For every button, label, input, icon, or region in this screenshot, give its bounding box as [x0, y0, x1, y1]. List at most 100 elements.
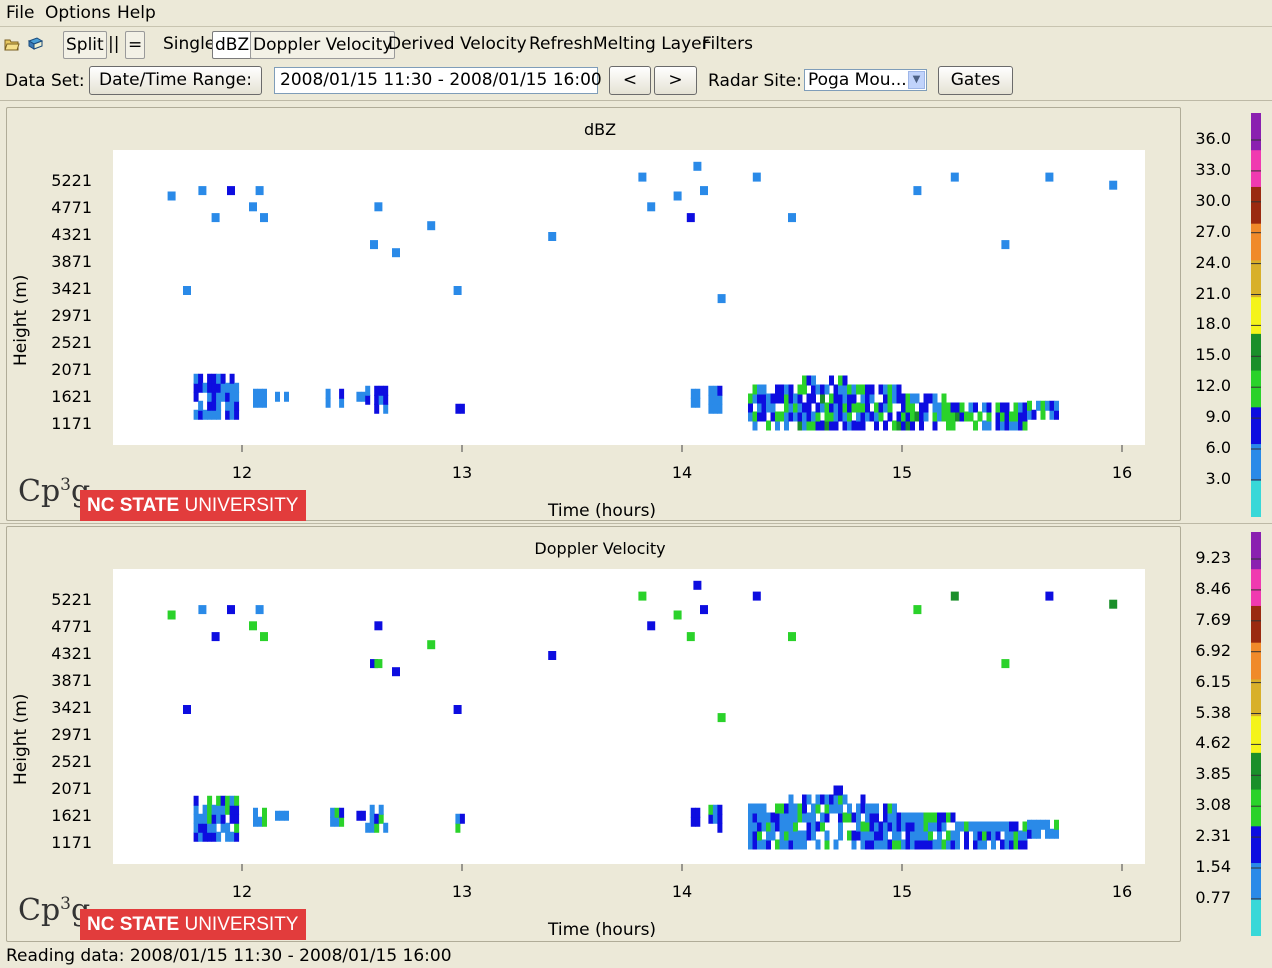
data-cell [932, 402, 938, 413]
colorbar-label: 8.46 [1195, 578, 1231, 598]
data-cell [202, 382, 208, 393]
data-cell [892, 839, 897, 850]
data-cell [829, 803, 834, 814]
open-folder-icon[interactable] [4, 37, 20, 51]
x-tick-label: 13 [451, 463, 473, 482]
book-icon[interactable] [27, 37, 43, 51]
data-cell [207, 804, 213, 815]
y-tick-label: 1171 [51, 833, 92, 852]
data-cell [824, 420, 830, 431]
derived-velocity-button[interactable]: Derived Velocity [388, 34, 527, 54]
data-cell [207, 391, 213, 402]
data-cell [838, 821, 843, 832]
columns-button[interactable]: || [108, 34, 120, 54]
data-cell [923, 830, 929, 841]
data-cell [815, 821, 821, 832]
data-cell [365, 822, 371, 833]
y-tick-label: 4771 [51, 617, 92, 636]
data-cell [216, 382, 222, 393]
data-cell [887, 839, 893, 850]
doppler-velocity-button[interactable]: Doppler Velocity [250, 31, 396, 59]
ncsu-logo: NC STATE UNIVERSITY [80, 490, 306, 521]
data-cell [712, 403, 718, 414]
data-cell [757, 803, 762, 814]
data-cell [1036, 400, 1041, 411]
colorbar-segment [1251, 862, 1261, 900]
gates-button[interactable]: Gates [938, 66, 1013, 95]
data-cell [775, 420, 780, 431]
data-cell [946, 812, 951, 823]
next-button[interactable]: > [654, 66, 697, 95]
data-cell [905, 821, 911, 832]
split-button[interactable]: Split [63, 31, 107, 59]
data-point [548, 232, 557, 241]
data-point [198, 605, 207, 615]
data-cell [779, 803, 785, 814]
data-cell [797, 384, 803, 395]
data-cell [779, 839, 785, 850]
data-point [427, 640, 436, 650]
data-point [1001, 659, 1010, 669]
data-cell [712, 394, 718, 405]
data-cell [815, 794, 821, 805]
data-cell [905, 420, 911, 431]
data-cell [802, 794, 807, 805]
data-cell [860, 384, 866, 395]
data-cell [1031, 828, 1037, 839]
data-cell [1027, 400, 1032, 411]
data-cell [193, 373, 199, 384]
data-cell [793, 411, 798, 422]
menu-options[interactable]: Options [45, 3, 111, 23]
data-cell [896, 420, 902, 431]
data-cell [887, 803, 893, 814]
dbz-button[interactable]: dBZ [212, 31, 253, 59]
data-cell [797, 393, 803, 404]
data-point [370, 659, 378, 669]
data-cell [757, 812, 762, 823]
data-cell [761, 411, 767, 422]
data-cell [797, 839, 803, 850]
data-cell [815, 839, 821, 850]
data-cell [1004, 821, 1010, 832]
data-cell [797, 420, 803, 431]
date-range-button[interactable]: Date/Time Range: [89, 66, 262, 95]
data-cell [766, 393, 771, 404]
chevron-down-icon[interactable]: ▼ [908, 71, 925, 89]
melting-layer-button[interactable]: Melting Layer [593, 34, 709, 54]
data-cell [216, 409, 222, 420]
filters-button[interactable]: Filters [702, 34, 753, 54]
data-cell [874, 411, 879, 422]
menu-help[interactable]: Help [117, 3, 156, 23]
data-cell [937, 402, 942, 413]
data-cell [1054, 409, 1059, 420]
data-cell [820, 384, 825, 395]
data-cell [833, 785, 839, 796]
data-cell [752, 830, 758, 841]
data-cell [824, 830, 830, 841]
prev-button[interactable]: < [609, 66, 651, 95]
data-point [183, 286, 191, 295]
single-button[interactable]: Single [163, 34, 216, 54]
data-cell [793, 830, 798, 841]
data-cell [932, 839, 938, 850]
data-cell [712, 804, 718, 815]
radar-site-select[interactable]: Poga Mou... ▼ [804, 69, 927, 91]
data-cell [784, 393, 789, 404]
refresh-button[interactable]: Refresh [529, 34, 594, 54]
data-cell [748, 839, 753, 850]
data-cell [860, 393, 866, 404]
data-cell [847, 411, 852, 422]
data-cell [806, 830, 812, 841]
data-cell [842, 393, 848, 404]
data-cell [955, 821, 960, 832]
data-cell [1040, 819, 1046, 830]
date-range-field[interactable]: 2008/01/15 11:30 - 2008/01/15 16:00 [274, 67, 602, 94]
dbz-heatmap [167, 161, 1123, 452]
data-cell [869, 821, 875, 832]
data-cell [995, 420, 1001, 431]
data-cell [770, 821, 776, 832]
colorbar-segment [1251, 443, 1261, 481]
data-cell [761, 821, 767, 832]
menu-file[interactable]: File [6, 3, 35, 23]
rows-button[interactable]: = [125, 31, 146, 59]
